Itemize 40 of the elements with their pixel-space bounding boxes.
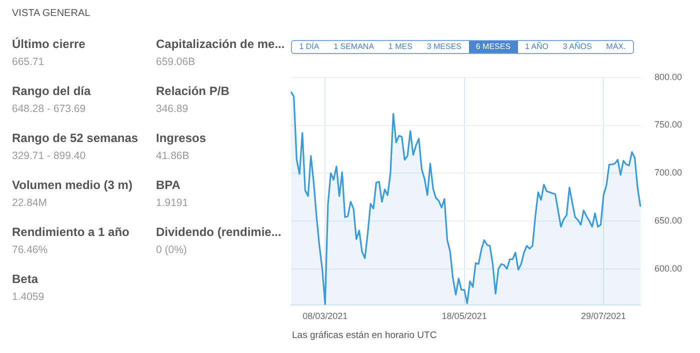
y-tick-label: 650.00 [654, 215, 682, 226]
text: 22.84M [12, 197, 48, 209]
text: 41.86B [156, 150, 190, 162]
text: Rendimiento a 1 año [12, 225, 130, 239]
text: Último cierre [12, 37, 86, 51]
text: 1 SEMANA [332, 41, 376, 53]
text: 648.28 - 673.69 [12, 103, 87, 115]
text: Rango del día [12, 84, 92, 98]
text: Capitalización de me... [156, 37, 285, 51]
text: 1 MES [387, 41, 414, 53]
x-tick-label: 18/05/2021 [442, 311, 487, 322]
x-tick-label: 29/07/2021 [581, 311, 626, 322]
text: 1.4059 [12, 291, 46, 303]
text: Relación P/B [156, 84, 230, 98]
text: BPA [156, 178, 182, 192]
text: 659.06B [156, 56, 196, 68]
text: 1 DÍA [298, 41, 320, 53]
text: Las gráficas están en horario UTC [292, 330, 437, 341]
text: 1 AÑO [524, 41, 550, 53]
y-tick-label: 700.00 [654, 168, 682, 178]
text: Dividendo (rendimie... [156, 225, 282, 239]
y-tick-label: 800.00 [654, 72, 682, 82]
text: 665.71 [12, 56, 46, 68]
text: 346.89 [156, 103, 190, 115]
text: 329.71 - 899.40 [12, 150, 87, 162]
x-tick-label: 08/03/2021 [302, 311, 348, 322]
text: 76.46% [12, 244, 49, 256]
text: 3 AÑOS [562, 41, 593, 53]
text: 1.9191 [156, 197, 190, 209]
y-tick-label: 600.00 [654, 263, 682, 274]
text: Beta [12, 272, 40, 286]
text: 3 MESES [426, 41, 462, 53]
text: Volumen medio (3 m) [12, 178, 134, 192]
text: Ingresos [156, 131, 208, 145]
text: VISTA GENERAL [12, 8, 90, 19]
text: 0 (0%) [156, 244, 188, 256]
text: MÁX. [605, 41, 627, 53]
text: Rango de 52 semanas [12, 131, 140, 145]
text: 6 MESES [468, 41, 518, 53]
y-tick-label: 750.00 [654, 120, 682, 130]
